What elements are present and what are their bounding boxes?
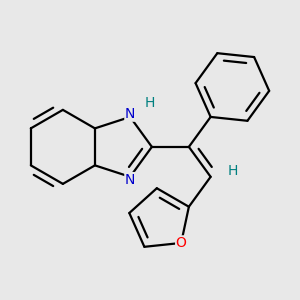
Text: N: N: [125, 107, 135, 121]
Text: H: H: [145, 96, 155, 110]
Text: O: O: [176, 236, 187, 250]
Text: N: N: [125, 172, 135, 187]
Text: H: H: [228, 164, 238, 178]
